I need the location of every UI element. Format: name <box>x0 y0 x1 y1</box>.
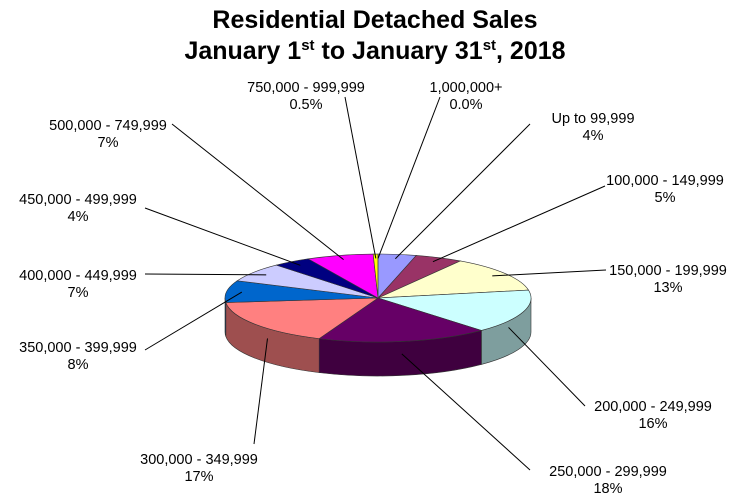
slice-pct-10: 0.5% <box>289 97 322 113</box>
leader-line-7 <box>144 273 267 276</box>
slice-pct-11: 0.0% <box>449 97 482 113</box>
pie-slice-2 <box>377 260 530 299</box>
leader-line-3 <box>508 327 586 407</box>
slice-label-11: 1,000,000+ <box>430 80 503 96</box>
title-superscript-2: st <box>483 37 496 54</box>
slice-label-5: 300,000 - 349,999 <box>140 452 258 468</box>
slice-label-10: 750,000 - 999,999 <box>247 80 365 96</box>
leader-line-5 <box>253 338 268 445</box>
title-superscript-1: st <box>301 37 314 54</box>
title-part-1: January 1 <box>184 37 301 65</box>
chart-title-line1: Residential Detached Sales <box>212 6 537 34</box>
pie-slice-4 <box>318 297 483 343</box>
pie-tops <box>224 253 532 343</box>
leader-line-10 <box>344 96 377 259</box>
leader-line-6 <box>144 291 243 351</box>
title-part-2: to January 31 <box>315 37 483 65</box>
leader-line-0 <box>394 123 531 260</box>
leader-line-9 <box>171 123 344 261</box>
slice-label-1: 100,000 - 149,999 <box>606 173 724 189</box>
slice-label-3: 200,000 - 249,999 <box>594 399 712 415</box>
slice-pct-3: 16% <box>638 416 667 432</box>
pie-slice-3 <box>377 289 532 331</box>
pie-slice-5 <box>225 297 380 339</box>
slice-label-4: 250,000 - 299,999 <box>549 464 667 480</box>
slice-label-9: 500,000 - 749,999 <box>49 118 167 134</box>
slice-pct-2: 13% <box>653 280 682 296</box>
leader-lines <box>144 96 607 471</box>
slice-pct-6: 8% <box>68 357 89 373</box>
slice-pct-4: 18% <box>593 481 622 497</box>
slice-label-8: 450,000 - 499,999 <box>19 192 137 208</box>
slice-label-7: 400,000 - 449,999 <box>19 268 137 284</box>
leader-line-2 <box>492 269 607 277</box>
slice-pct-1: 5% <box>655 190 676 206</box>
leader-line-4 <box>401 353 531 471</box>
slice-pct-5: 17% <box>184 469 213 485</box>
slice-pct-8: 4% <box>68 209 89 225</box>
slice-label-0: Up to 99,999 <box>551 111 634 127</box>
slice-pct-7: 7% <box>68 285 89 301</box>
leader-line-8 <box>144 207 301 266</box>
slice-pct-9: 7% <box>98 135 119 151</box>
leader-line-1 <box>432 185 606 263</box>
slice-label-6: 350,000 - 399,999 <box>19 340 137 356</box>
slice-label-2: 150,000 - 199,999 <box>609 263 727 279</box>
slice-pct-0: 4% <box>583 128 604 144</box>
chart-title-line2: January 1st to January 31st, 2018 <box>184 37 565 65</box>
title-part-3: , 2018 <box>496 37 566 65</box>
pie-side-6 <box>224 297 227 337</box>
leader-line-11 <box>377 96 441 259</box>
